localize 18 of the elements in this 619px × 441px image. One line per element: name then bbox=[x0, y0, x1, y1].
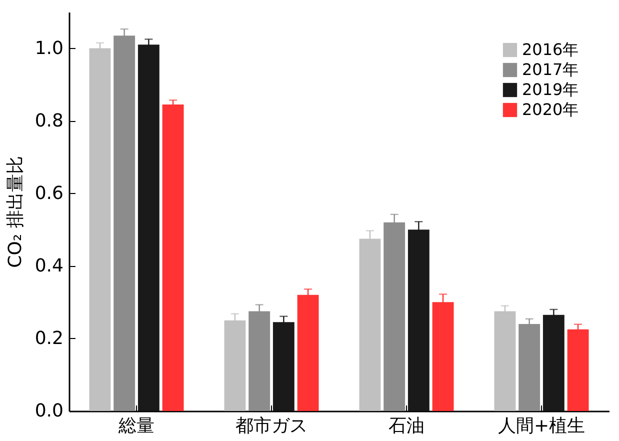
bar bbox=[162, 104, 184, 411]
y-tick-label: 0.2 bbox=[34, 328, 64, 349]
y-tick-label: 0.8 bbox=[34, 110, 64, 132]
legend-label: 2017年 bbox=[522, 60, 579, 79]
x-tick-label: 都市ガス bbox=[236, 416, 308, 436]
y-tick-label: 1.0 bbox=[34, 38, 64, 59]
legend-label: 2020年 bbox=[522, 100, 579, 119]
x-tick-label: 石油 bbox=[388, 416, 424, 436]
bar bbox=[518, 324, 540, 411]
legend-label: 2016年 bbox=[522, 40, 579, 59]
y-tick-label: 0.6 bbox=[34, 182, 64, 204]
y-tick-label: 0.0 bbox=[34, 400, 64, 422]
x-tick-label: 人間+植生 bbox=[498, 416, 586, 436]
x-tick-label: 総量 bbox=[118, 416, 154, 436]
y-axis-title: CO₂ 排出量比 bbox=[4, 156, 26, 268]
legend-label: 2019年 bbox=[522, 80, 579, 99]
bar bbox=[567, 329, 589, 411]
y-tick-label: 0.4 bbox=[34, 255, 64, 276]
